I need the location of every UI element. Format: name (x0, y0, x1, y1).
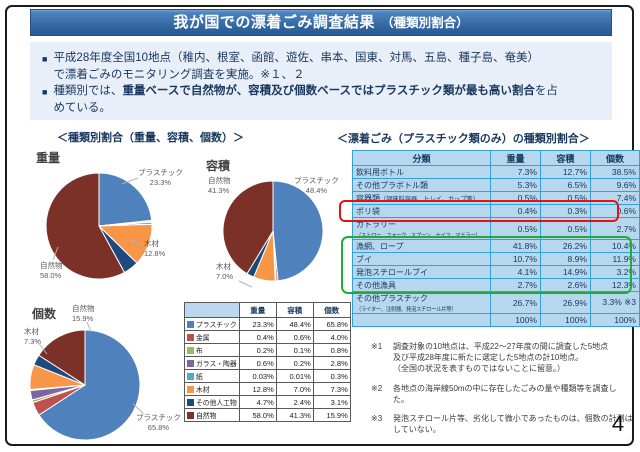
pie-weight-label-nature: 自然物 58.0% (40, 261, 63, 280)
legend-row-wood: 木材 12.8% 7.0% 7.3% (184, 382, 351, 396)
pie-chart-count (29, 329, 141, 446)
row-cutlery: カトラリー （ストロー、フォーク、スプーン、ナイフ、マドラー） 0.5% 0.5% 2… (352, 217, 640, 240)
bullet-1: ■ 平成28年度全国10地点（稚内、根室、函館、遊佐、串本、国東、対馬、五島、種… (40, 50, 602, 83)
note-3: ※3 発泡スチロール片等、劣化して微小であったものは、個数の計測は していない。 (371, 413, 633, 435)
row-buoy: ブイ 10.7% 8.9% 11.9% (352, 252, 640, 266)
note-2: ※2 各地点の海岸線50mの中に存在したごみの量や種類等を調査し た。 (371, 383, 617, 404)
legend-col-weight: 重量 (238, 302, 277, 318)
legend-col-volume: 容積 (275, 302, 314, 318)
pie-weight-title: 重量 (36, 151, 61, 165)
pie-count-label-plastic: プラスチック 65.8% (136, 413, 181, 432)
pie-volume-label-wood: 木材 7.0% (216, 262, 234, 281)
legend-swatch-icon (187, 347, 194, 354)
legend-row-natural: 自然物 58.0% 41.3% 15.9% (184, 408, 351, 422)
bullet-square-icon: ■ (42, 87, 48, 98)
legend-swatch-icon (187, 386, 194, 393)
legend-corner-cell (184, 302, 240, 318)
legend-row-paper: 紙 0.03% 0.01% 0.3% (184, 369, 351, 383)
pie-weight-label-plastic: プラスチック 23.3% (138, 168, 183, 187)
plastics-breakdown-table: 分類 重量 容積 個数 飲料用ボトル 7.3% 12.7% 38.5% その他プラボ… (352, 150, 640, 327)
bullet-1-text: 平成28年度全国10地点（稚内、根室、函館、遊佐、串本、国東、対馬、五島、種子島… (53, 52, 540, 81)
bullet-2: ■ 種類別では、重量ベースで自然物が、容積及び個数ベースではプラスチック類が最も… (40, 83, 602, 116)
legend-row-cloth: 布 0.2% 0.1% 0.8% (184, 343, 351, 357)
pie-volume-label-plastic: プラスチック 48.4% (294, 176, 339, 195)
row-other-fishing-gear: その他漁具 2.7% 2.6% 12.3% (352, 278, 640, 292)
row-plastic-bag: ポリ袋 0.4% 0.3% 0.6% (352, 204, 640, 218)
pie-count-label-wood: 木材 7.3% (24, 327, 42, 346)
legend-swatch-icon (187, 334, 194, 341)
right-section-heading: ＜漂着ごみ（プラスチック類のみ）の種類別割合＞ (337, 133, 590, 145)
legend-table: 重量 容積 個数 プラスチック 23.3% 48.4% 65.8% 金属 0.4… (184, 302, 351, 422)
row-styrofoam-buoy: 発泡スチロールブイ 4.1% 14.9% 3.2% (352, 265, 640, 279)
pie-weight-label-wood: 木材 12.8% (144, 239, 166, 258)
pie-count-label-nature: 自然物 15.9% (72, 304, 95, 323)
legend-swatch-icon (187, 399, 194, 406)
legend-row-metal: 金属 0.4% 0.6% 4.0% (184, 330, 351, 344)
legend-row-glass: ガラス・陶器 0.6% 0.2% 2.8% (184, 356, 351, 370)
title-bar: 我が国での漂着ごみ調査結果 （種類別割合） (30, 9, 612, 36)
row-other-plastic: その他プラスチック （ライター、注射器、発泡スチロール片等） 26.7% 26.9%… (352, 291, 640, 314)
note-1: ※1 調査対象の10地点は、平成22～27年度の間に調査した5地点 及び平成28… (371, 342, 609, 374)
legend-header-row: 重量 容積 個数 (184, 302, 351, 318)
legend-col-count: 個数 (312, 302, 351, 318)
legend-swatch-icon (187, 373, 194, 380)
legend-swatch-icon (187, 321, 194, 328)
pie-chart-volume (222, 180, 324, 287)
left-section-heading: ＜種類別割合（重量、容積、個数）＞ (57, 132, 244, 144)
pie-chart-weight (45, 172, 153, 285)
pie-volume-title: 容積 (206, 159, 231, 173)
fishing-gear-highlight-green-box (341, 236, 632, 294)
page-number: 4 (611, 411, 625, 436)
polybag-highlight-red-box (339, 200, 619, 222)
pie-count-title: 個数 (32, 307, 57, 321)
summary-bullets-box: ■ 平成28年度全国10地点（稚内、根室、函館、遊佐、串本、国東、対馬、五島、種… (30, 42, 612, 120)
bullet-square-icon: ■ (42, 54, 48, 64)
pie-volume-label-nature: 自然物 41.3% (208, 176, 231, 195)
legend-row-other-artificial: その他人工物 4.7% 2.4% 3.1% (184, 395, 351, 409)
page-title-sub: （種類別割合） (374, 16, 469, 30)
page-title: 我が国での漂着ごみ調査結果 (173, 14, 375, 31)
legend-swatch-icon (187, 360, 194, 367)
plastics-header-row: 分類 重量 容積 個数 (352, 150, 640, 166)
row-other-bottles: その他プラボトル類 5.3% 6.5% 9.6% (352, 178, 640, 192)
row-total: 100% 100% 100% (352, 313, 640, 327)
legend-swatch-icon (187, 412, 194, 419)
bullet-2-text: 種類別では、重量ベースで自然物が、容積及び個数ベースではプラスチック類が最も高い… (53, 85, 558, 115)
footnotes: ※1 調査対象の10地点は、平成22～27年度の間に調査した5地点 及び平成28… (371, 341, 633, 443)
legend-row-plastic: プラスチック 23.3% 48.4% 65.8% (184, 317, 351, 331)
row-drink-bottle: 飲料用ボトル 7.3% 12.7% 38.5% (352, 165, 640, 179)
